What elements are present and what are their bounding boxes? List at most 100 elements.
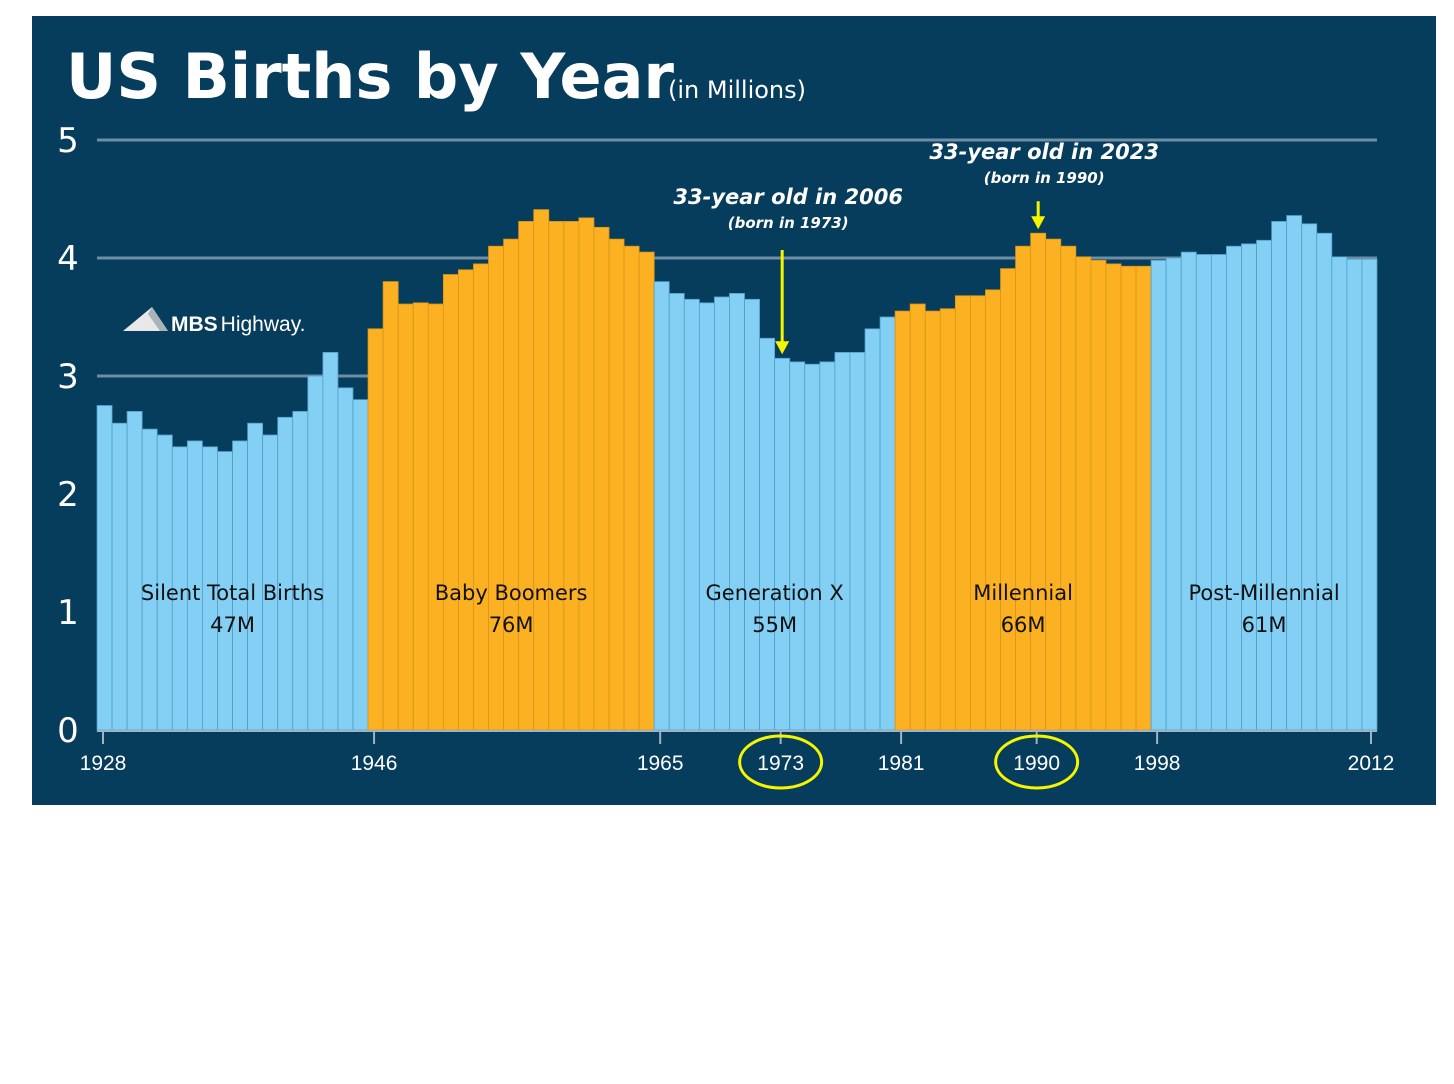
y-tick-label: 5 [57,121,79,161]
x-tick-label: 1946 [351,752,398,775]
bar-1965 [653,281,670,731]
chart-title: US Births by Year [66,40,674,113]
generation-total: 47M [210,613,255,637]
highlight-circle [994,734,1080,790]
x-tick-label: 2012 [1348,752,1395,775]
bar-1998 [1150,259,1167,731]
bar-2010 [1331,256,1348,731]
x-tick-label: 1965 [637,752,684,775]
bar-1989 [1015,245,1032,731]
bar-1994 [1090,259,1107,731]
bar-1981 [894,310,911,731]
bar-2004 [1241,243,1257,731]
bar-2009 [1316,232,1333,731]
arrow-down-icon [775,341,790,355]
bar-1948 [397,303,414,731]
bar-1968 [698,302,715,731]
generation-name: Baby Boomers [435,581,588,605]
generation-total: 76M [489,613,534,637]
bar-1945 [352,399,369,731]
bar-2003 [1226,245,1242,731]
bar-2001 [1195,254,1212,731]
x-tick-label: 1973 [757,752,804,775]
bar-1978 [849,351,866,731]
annotation-title: 33-year old in 2006 [673,185,903,209]
bar-1952 [458,269,474,731]
bar-2000 [1180,251,1197,731]
bar-2011 [1346,258,1363,731]
bar-1942 [307,375,324,731]
bar-1954 [488,245,504,731]
annotation-subtitle: (born in 1973) [728,214,849,232]
bar-2008 [1301,223,1318,731]
bar-1997 [1135,265,1152,731]
bar-1944 [337,387,354,731]
bar-1957 [533,209,550,731]
annotation-title: 33-year old in 2023 [929,140,1159,164]
bar-1976 [819,361,836,731]
bar-1953 [473,263,489,731]
logo-text: MBS Highway. [171,313,305,336]
y-tick-label: 2 [57,475,79,515]
bar-1987 [985,289,1001,731]
generation-total: 61M [1242,613,1287,637]
bar-2005 [1256,239,1272,731]
bar-1960 [578,217,595,731]
y-tick-label: 1 [57,593,79,633]
bar-1979 [864,328,881,731]
bar-1988 [1000,268,1016,731]
bar-1931 [141,428,158,731]
chart-subtitle: (in Millions) [668,76,806,104]
bar-1940 [277,416,294,731]
bar-1969 [714,296,730,731]
bar-1943 [322,351,339,731]
bar-1982 [909,303,926,731]
bar-1995 [1105,263,1122,731]
bar-1929 [111,422,128,731]
logo-light: Highway. [221,313,306,336]
bar-1990 [1030,232,1047,731]
bar-1963 [623,245,640,731]
generation-name: Millennial [973,581,1073,605]
generation-name: Silent Total Births [141,581,324,605]
bar-1950 [427,303,444,731]
x-tick-label: 1981 [878,752,925,775]
bar-1964 [638,251,655,731]
bar-1993 [1075,256,1092,731]
bar-1967 [683,298,700,731]
bar-1974 [789,361,806,731]
y-tick-label: 3 [57,357,79,397]
bar-1955 [503,238,520,731]
bar-1992 [1060,245,1077,731]
arrow-down-icon [1031,216,1046,230]
bar-1966 [668,292,685,731]
bar-1938 [247,422,264,731]
logo-bold: MBS [171,313,218,336]
bar-1947 [382,281,399,731]
bar-1956 [518,221,535,731]
generation-total: 55M [752,613,797,637]
bar-1951 [442,274,459,731]
bar-1961 [593,226,610,731]
x-axis: 1928 1946 1965 1973 1981 1990 1998 2012 [80,730,1395,790]
bar-1983 [924,310,941,731]
bar-1930 [126,410,143,731]
generation-name: Generation X [706,581,844,605]
bar-1962 [608,238,625,731]
bars [96,209,1378,731]
bar-1991 [1045,238,1062,731]
bar-1959 [563,221,580,731]
bar-1958 [548,221,565,731]
bar-1941 [292,410,309,731]
x-tick-label: 1998 [1134,752,1181,775]
bar-1984 [939,308,956,731]
bar-1949 [412,302,429,731]
bar-1985 [954,295,971,731]
bar-1970 [729,292,745,731]
bar-1946 [367,328,384,731]
bar-1980 [879,316,896,731]
bar-1977 [834,351,851,731]
y-tick-label: 4 [57,239,79,279]
highlight-circle [738,734,824,790]
